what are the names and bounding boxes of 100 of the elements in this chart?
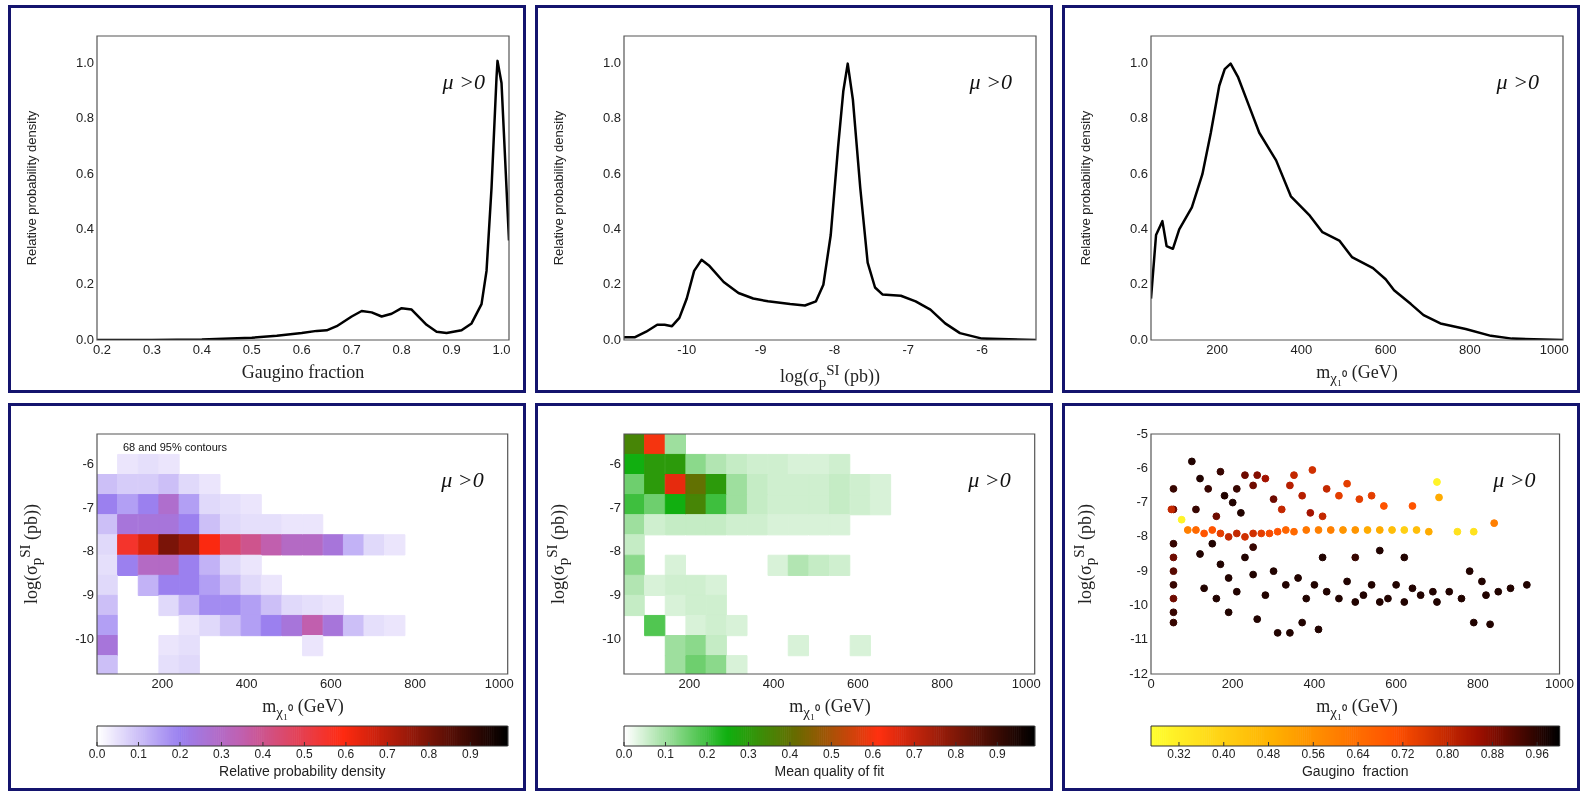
x-tick-label: -10 xyxy=(677,342,697,358)
color-bar-label: 0.8 xyxy=(420,747,438,762)
color-bar-label: 0.2 xyxy=(698,747,716,762)
color-bar-label: 0.48 xyxy=(1256,747,1281,762)
y-tick-label: -9 xyxy=(1136,562,1148,578)
y-tick-label: -10 xyxy=(1129,597,1148,613)
color-bar-label: 0.8 xyxy=(947,747,965,762)
y-tick-label: 0.2 xyxy=(75,276,94,292)
x-tick-label: 200 xyxy=(151,676,174,692)
color-bar-label: 0.1 xyxy=(130,747,148,762)
x-tick-label: 0.5 xyxy=(242,342,261,358)
y-tick-label: -6 xyxy=(82,456,94,472)
color-bar-label: 0.32 xyxy=(1167,747,1191,762)
x-tick-label: 800 xyxy=(404,676,426,692)
x-tick-label: 0.3 xyxy=(142,342,161,358)
x-tick-label: 0.6 xyxy=(292,342,311,358)
x-tick-label: 400 xyxy=(235,676,258,692)
color-bar-label: 0.6 xyxy=(864,747,882,762)
x-tick-label: 0 xyxy=(1147,676,1155,692)
y-tick-label: -10 xyxy=(75,630,94,646)
x-tick-label: 1000 xyxy=(1539,342,1569,358)
y-tick-label: 0.0 xyxy=(602,331,621,347)
x-tick-label: 400 xyxy=(1303,676,1326,692)
y-axis-title: Relative probability density xyxy=(550,110,566,266)
x-tick-label: -6 xyxy=(976,342,988,358)
y-tick-label: 0.6 xyxy=(602,165,621,181)
x-tick-label: 600 xyxy=(319,676,342,692)
x-tick-label: 400 xyxy=(762,676,785,692)
x-axis-title: log(σ$_{p}$$^{SI}$ (pb)) xyxy=(779,362,881,391)
y-tick-label: -8 xyxy=(609,543,621,559)
y-tick-label: -5 xyxy=(1136,425,1148,441)
x-tick-label: 1000 xyxy=(1011,676,1041,692)
y-tick-label: 0.6 xyxy=(1129,165,1148,181)
y-tick-label: -6 xyxy=(1136,459,1148,475)
x-tick-label: 200 xyxy=(1206,342,1228,358)
color-bar-label: 0.5 xyxy=(296,747,314,762)
color-bar-label: 0.88 xyxy=(1480,747,1505,762)
color-bar-label: 0.7 xyxy=(906,747,924,762)
y-tick-label: 0.4 xyxy=(1129,221,1148,237)
y-tick-label: 1.0 xyxy=(75,55,94,71)
x-tick-label: 600 xyxy=(1374,342,1397,358)
color-bar-label: 0.9 xyxy=(989,747,1007,762)
annotation: μ >0 xyxy=(441,68,485,94)
annotation: μ >0 xyxy=(1492,466,1536,492)
x-axis-title: m$_{χ₁⁰}$ (GeV) xyxy=(262,696,344,721)
x-tick-label: 0.8 xyxy=(392,342,411,358)
annotation: μ >0 xyxy=(1495,68,1539,94)
color-bar-label: 0.4 xyxy=(781,747,799,762)
y-tick-label: 0.6 xyxy=(75,165,94,181)
color-bar-label: 0.3 xyxy=(740,747,758,762)
y-tick-label: 1.0 xyxy=(602,55,621,71)
annotation: 68 and 95% contours xyxy=(123,440,228,453)
y-tick-label: -6 xyxy=(609,456,621,472)
x-tick-label: 200 xyxy=(678,676,701,692)
y-tick-label: 0.0 xyxy=(1129,331,1148,347)
x-tick-label: -7 xyxy=(902,342,915,358)
x-tick-label: 600 xyxy=(846,676,869,692)
color-bar-label: 0.72 xyxy=(1391,747,1415,762)
annotation: μ >0 xyxy=(440,466,484,492)
x-tick-label: 600 xyxy=(1385,676,1407,692)
y-tick-label: -8 xyxy=(82,543,94,559)
y-tick-label: -10 xyxy=(602,630,621,646)
y-tick-label: -7 xyxy=(1136,494,1148,510)
y-tick-label: -9 xyxy=(609,587,621,603)
color-bar-label: 0.40 xyxy=(1212,747,1236,762)
color-bar-label: 0.80 xyxy=(1435,747,1460,762)
y-tick-label: 0.4 xyxy=(602,221,621,237)
color-bar-label: 0.1 xyxy=(657,747,675,762)
y-tick-label: 0.4 xyxy=(75,221,94,237)
y-tick-label: -11 xyxy=(1130,631,1148,647)
color-bar-label: 0.3 xyxy=(213,747,231,762)
y-tick-label: 0.8 xyxy=(602,110,621,126)
y-axis-title: Relative probability density xyxy=(23,110,39,266)
y-axis-title: Relative probability density xyxy=(1077,110,1093,266)
y-tick-label: 0.2 xyxy=(602,276,621,292)
x-tick-label: 0.4 xyxy=(192,342,211,358)
color-bar-label: 0.6 xyxy=(337,747,355,762)
color-bar-label: 0.9 xyxy=(462,747,480,762)
x-tick-label: 800 xyxy=(931,676,953,692)
y-tick-label: 1.0 xyxy=(1129,55,1148,71)
color-bar-label: 0.2 xyxy=(171,747,189,762)
y-tick-label: 0.2 xyxy=(1129,276,1148,292)
y-tick-label: -7 xyxy=(82,499,94,515)
x-tick-label: 0.2 xyxy=(92,342,112,358)
y-tick-label: 0.0 xyxy=(75,331,94,347)
x-tick-label: 1000 xyxy=(484,676,514,692)
color-bar-title: Mean quality of fit xyxy=(774,762,885,779)
color-bar-label: 0.56 xyxy=(1301,747,1326,762)
x-tick-label: 800 xyxy=(1459,342,1481,358)
y-tick-label: -7 xyxy=(609,499,621,515)
y-tick-label: -8 xyxy=(1136,528,1148,544)
x-tick-label: 1000 xyxy=(1545,676,1574,692)
y-tick-label: -9 xyxy=(82,587,94,603)
annotation: μ >0 xyxy=(968,68,1012,94)
y-tick-label: 0.8 xyxy=(75,110,94,126)
x-tick-label: 0.7 xyxy=(342,342,361,358)
x-axis-title: m$_{χ₁⁰}$ (GeV) xyxy=(1316,362,1398,387)
x-axis-title: Gaugino fraction xyxy=(241,362,365,383)
color-bar-title: Gaugino fraction xyxy=(1301,762,1409,779)
y-tick-label: -12 xyxy=(1129,665,1148,681)
